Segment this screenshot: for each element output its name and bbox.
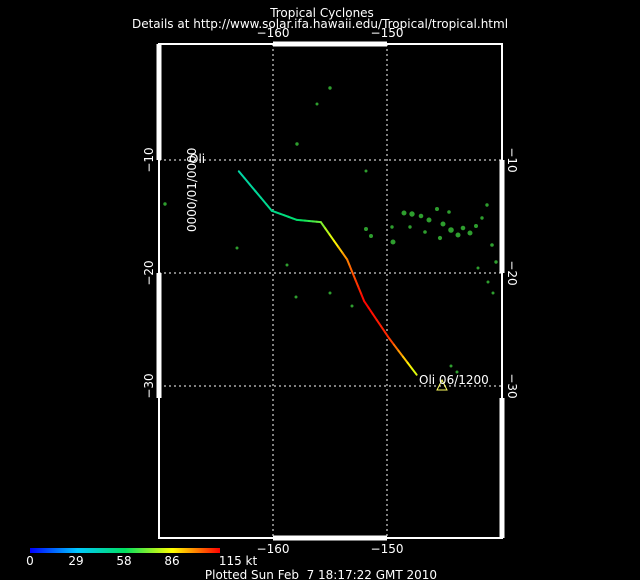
details-url: Details at http://www.solar.ifa.hawaii.e… (132, 17, 508, 31)
map-title: Tropical Cyclones (269, 6, 374, 20)
storm-track (237, 170, 418, 376)
storm-end-marker (436, 378, 448, 391)
track-segment (367, 306, 374, 315)
storm-end-label: Oli 06/1200 (419, 373, 489, 387)
legend-tick-label: 0 (26, 554, 34, 568)
track-segment (360, 293, 366, 303)
legend-tick-label: 115 kt (219, 554, 258, 568)
track-segment (341, 252, 349, 261)
lat-label-left: −10 (142, 147, 156, 172)
track-segment (328, 233, 335, 242)
lat-label-left: −20 (142, 260, 156, 285)
legend-tick-label: 58 (116, 554, 131, 568)
track-segment (388, 337, 395, 346)
track-segment (401, 355, 409, 364)
track-segment (319, 221, 327, 230)
track-segment (351, 272, 357, 282)
track-segment (332, 239, 340, 249)
graticule-labels: −160 −160 −150 −150 −10 −10 −20 −20 −30 −30 (142, 26, 519, 556)
track-segment (265, 203, 273, 212)
lat-label-left: −30 (142, 373, 156, 398)
track-segment (411, 367, 418, 376)
storm-start-time: 0000/01/0000 (185, 148, 199, 232)
track-segment (397, 349, 404, 358)
track-segment (324, 227, 331, 236)
track-segment (379, 325, 387, 334)
track-segment (363, 300, 370, 309)
island-outlines (163, 86, 498, 374)
track-segment (259, 196, 268, 206)
track-segment (243, 176, 251, 186)
track-segment (384, 331, 391, 340)
lon-label-top: −160 (257, 26, 290, 40)
track-segment (237, 170, 246, 179)
intensity-legend-bar (30, 548, 220, 553)
track-segment (406, 361, 414, 370)
lat-label-right: −10 (505, 147, 519, 172)
lon-label-bottom: −150 (371, 542, 404, 556)
map-frame (158, 43, 503, 539)
legend-tick-label: 29 (68, 554, 83, 568)
storm-start-name: Oli (189, 152, 205, 166)
plotted-timestamp: Plotted Sun Feb 7 18:17:22 GMT 2010 (205, 568, 437, 580)
intensity-legend-ticks: 0 29 58 86 115 kt (26, 554, 257, 568)
track-segment (248, 183, 257, 193)
lon-label-top: −150 (371, 26, 404, 40)
frame-thick-edges (156, 41, 505, 541)
lon-label-bottom: −160 (257, 542, 290, 556)
track-segment (346, 258, 351, 268)
track-segment (375, 318, 382, 328)
track-segment (357, 286, 363, 296)
track-segment (348, 265, 354, 275)
track-segment (354, 279, 360, 289)
track-segment (371, 312, 378, 321)
lat-label-right: −30 (505, 373, 519, 398)
graticule (159, 44, 502, 538)
track-segment (392, 343, 400, 352)
lat-label-right: −20 (505, 260, 519, 285)
legend-tick-label: 86 (164, 554, 179, 568)
track-segment (337, 246, 344, 255)
track-segment (254, 190, 262, 199)
